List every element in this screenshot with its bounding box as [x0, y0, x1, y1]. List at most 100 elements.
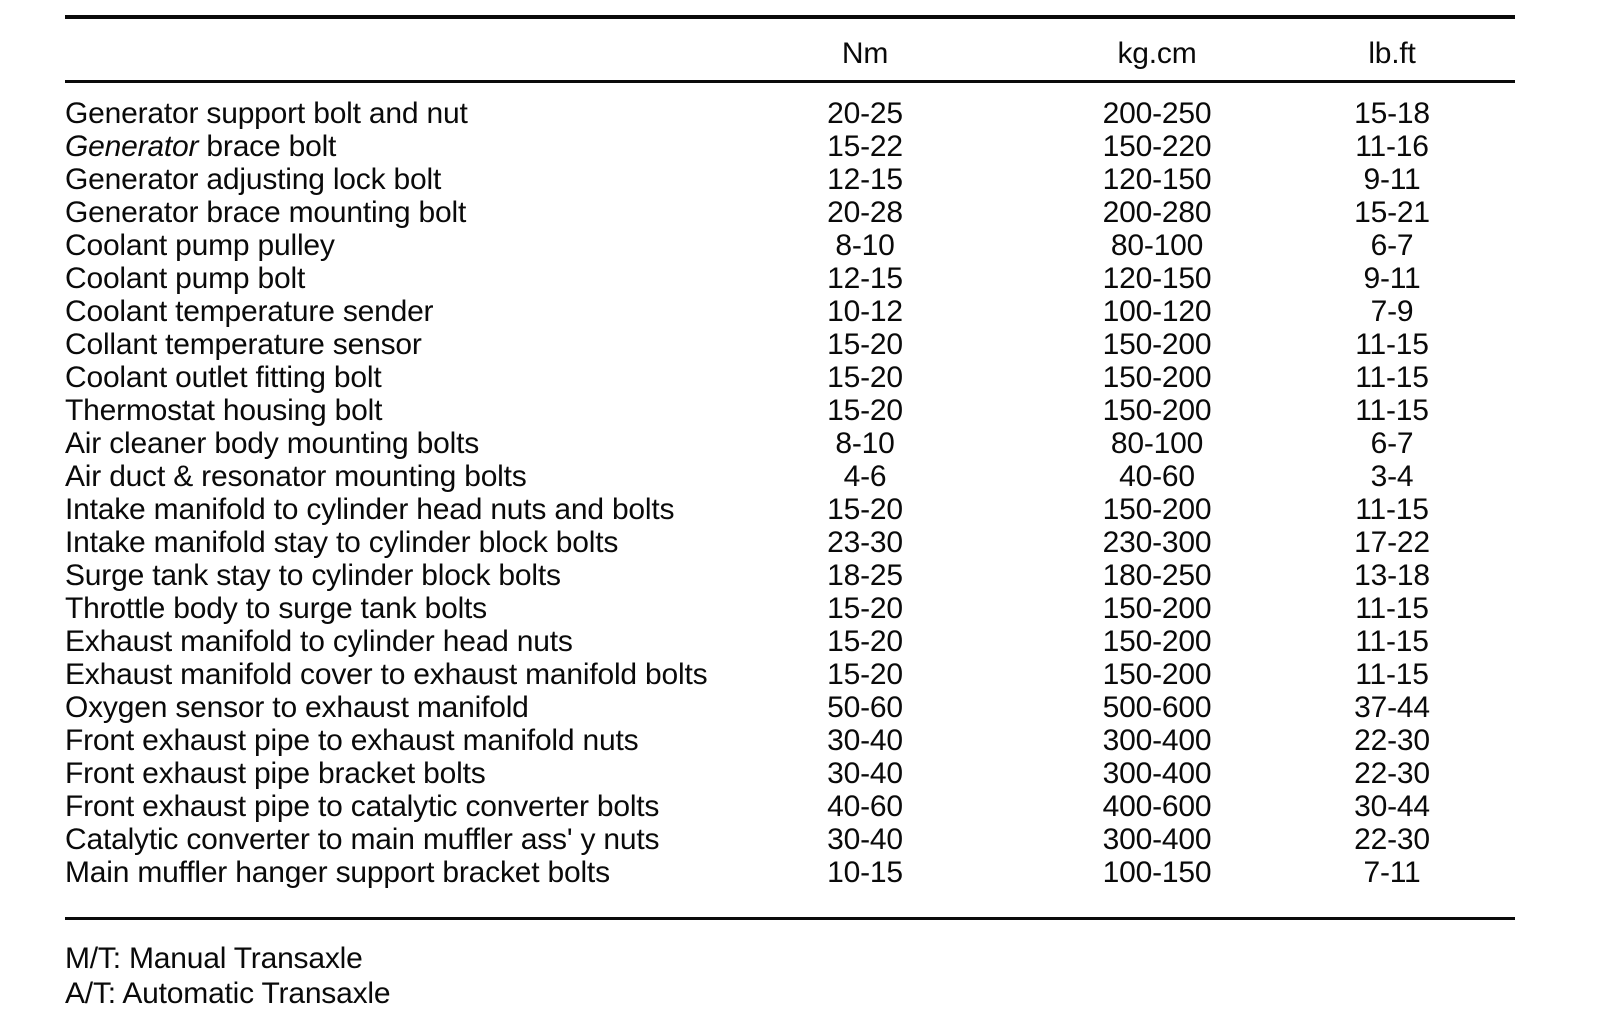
nm-value: 30-40 — [827, 757, 903, 790]
item-label: Air cleaner body mounting bolts — [65, 427, 480, 460]
lbft-value: 9-11 — [1363, 163, 1421, 196]
nm-value: 15-20 — [827, 493, 903, 526]
item-label: Catalytic converter to main muffler ass'… — [65, 823, 660, 856]
table-row: Collant temperature sensor 15-20 150-200 11… — [65, 328, 1455, 361]
lbft-value: 15-21 — [1354, 196, 1430, 229]
item-label: Intake manifold stay to cylinder block b… — [65, 526, 619, 559]
table-row: Catalytic converter to main muffler ass'… — [65, 823, 1455, 856]
nm-value: 15-20 — [827, 394, 903, 427]
kgcm-value: 300-400 — [1102, 823, 1212, 856]
lbft-value: 11-15 — [1355, 394, 1429, 427]
lbft-value: 11-16 — [1355, 130, 1429, 163]
table-row: Generator brace mounting bolt 20-28 200-28… — [65, 196, 1455, 229]
nm-value: 15-20 — [827, 592, 903, 625]
column-header-nm: Nm — [841, 37, 889, 70]
kgcm-value: 300-400 — [1102, 757, 1212, 790]
kgcm-value: 230-300 — [1102, 526, 1212, 559]
nm-value: 40-60 — [827, 790, 903, 823]
lbft-value: 22-30 — [1354, 757, 1430, 790]
table-row: Generator support bolt and nut 20-25 200-2… — [65, 97, 1455, 130]
kgcm-value: 100-120 — [1102, 295, 1212, 328]
kgcm-value: 40-60 — [1119, 460, 1195, 493]
nm-value: 15-20 — [827, 328, 903, 361]
kgcm-value: 180-250 — [1102, 559, 1212, 592]
table-header-rule — [65, 80, 1515, 83]
table-row: Coolant pump pulley 8-10 80-100 6-7 — [65, 229, 1455, 262]
nm-value: 10-15 — [827, 856, 903, 889]
item-label: Front exhaust pipe bracket bolts — [65, 757, 486, 790]
item-label: Throttle body to surge tank bolts — [65, 592, 487, 625]
column-header-item — [65, 37, 745, 70]
kgcm-value: 80-100 — [1110, 229, 1204, 262]
lbft-value: 11-15 — [1355, 493, 1429, 526]
lbft-value: 22-30 — [1354, 724, 1430, 757]
item-label: Coolant temperature sender — [65, 295, 434, 328]
table-row: Intake manifold stay to cylinder block b… — [65, 526, 1455, 559]
kgcm-value: 150-200 — [1102, 493, 1212, 526]
table-row: Coolant temperature sender 10-12 100-120 7-… — [65, 295, 1455, 328]
nm-value: 18-25 — [827, 559, 903, 592]
lbft-value: 15-18 — [1354, 97, 1430, 130]
lbft-value: 11-15 — [1355, 658, 1429, 691]
item-label: Oxygen sensor to exhaust manifold — [65, 691, 529, 724]
kgcm-value: 150-200 — [1102, 361, 1212, 394]
kgcm-value: 150-200 — [1102, 592, 1212, 625]
nm-value: 8-10 — [835, 427, 895, 460]
nm-value: 23-30 — [827, 526, 903, 559]
kgcm-value: 150-200 — [1102, 625, 1212, 658]
table-row: Front exhaust pipe to exhaust manifold n… — [65, 724, 1455, 757]
item-label: Air duct & resonator mounting bolts — [65, 460, 527, 493]
column-header-kgcm: kg.cm — [1117, 37, 1197, 70]
lbft-value: 13-18 — [1354, 559, 1430, 592]
item-label: Exhaust manifold cover to exhaust manifo… — [65, 658, 708, 691]
kgcm-value: 150-200 — [1102, 328, 1212, 361]
kgcm-value: 150-200 — [1102, 658, 1212, 691]
nm-value: 30-40 — [827, 724, 903, 757]
lbft-value: 7-9 — [1370, 295, 1414, 328]
table-row: Generator brace bolt 15-22 150-220 11-16 — [65, 130, 1455, 163]
table-bottom-rule — [65, 917, 1515, 920]
nm-value: 50-60 — [827, 691, 903, 724]
lbft-value: 11-15 — [1355, 328, 1429, 361]
nm-value: 4-6 — [843, 460, 887, 493]
lbft-value: 37-44 — [1354, 691, 1430, 724]
table-top-rule — [65, 15, 1515, 19]
item-label: Coolant outlet fitting bolt — [65, 361, 382, 394]
footnote-automatic-transaxle: A/T: Automatic Transaxle — [65, 977, 391, 1010]
kgcm-value: 80-100 — [1110, 427, 1204, 460]
lbft-value: 30-44 — [1354, 790, 1430, 823]
torque-table-body: Generator support bolt and nut 20-25 200-2… — [65, 97, 1455, 889]
item-label: Surge tank stay to cylinder block bolts — [65, 559, 561, 592]
nm-value: 12-15 — [827, 163, 903, 196]
table-row: Exhaust manifold to cylinder head nuts 15… — [65, 625, 1455, 658]
table-row: Coolant pump bolt 12-15 120-150 9-11 — [65, 262, 1455, 295]
table-row: Air cleaner body mounting bolts 8-10 80-10… — [65, 427, 1455, 460]
item-label: Main muffler hanger support bracket bolt… — [65, 856, 610, 889]
table-row: Air duct & resonator mounting bolts 4-6 40… — [65, 460, 1455, 493]
item-label: Collant temperature sensor — [65, 328, 422, 361]
table-row: Front exhaust pipe bracket bolts 30-40 300… — [65, 757, 1455, 790]
kgcm-value: 200-280 — [1102, 196, 1212, 229]
item-label: Generator brace mounting bolt — [65, 196, 467, 229]
table-row: Intake manifold to cylinder head nuts an… — [65, 493, 1455, 526]
item-label: Generator adjusting lock bolt — [65, 163, 442, 196]
nm-value: 12-15 — [827, 262, 903, 295]
item-label: Coolant pump pulley — [65, 229, 335, 262]
lbft-value: 11-15 — [1355, 625, 1429, 658]
table-row: Coolant outlet fitting bolt 15-20 150-200 1… — [65, 361, 1455, 394]
nm-value: 15-20 — [827, 658, 903, 691]
kgcm-value: 200-250 — [1102, 97, 1212, 130]
item-label: Intake manifold to cylinder head nuts an… — [65, 493, 675, 526]
lbft-value: 17-22 — [1354, 526, 1430, 559]
nm-value: 20-25 — [827, 97, 903, 130]
item-label: Generator brace bolt — [65, 130, 337, 163]
lbft-value: 6-7 — [1370, 427, 1414, 460]
table-row: Surge tank stay to cylinder block bolts 1… — [65, 559, 1455, 592]
item-label: Front exhaust pipe to exhaust manifold n… — [65, 724, 639, 757]
kgcm-value: 500-600 — [1102, 691, 1212, 724]
table-row: Thermostat housing bolt 15-20 150-200 11-15 — [65, 394, 1455, 427]
lbft-value: 3-4 — [1370, 460, 1414, 493]
nm-value: 20-28 — [827, 196, 903, 229]
item-label: Thermostat housing bolt — [65, 394, 383, 427]
table-row: Oxygen sensor to exhaust manifold 50-60 50… — [65, 691, 1455, 724]
